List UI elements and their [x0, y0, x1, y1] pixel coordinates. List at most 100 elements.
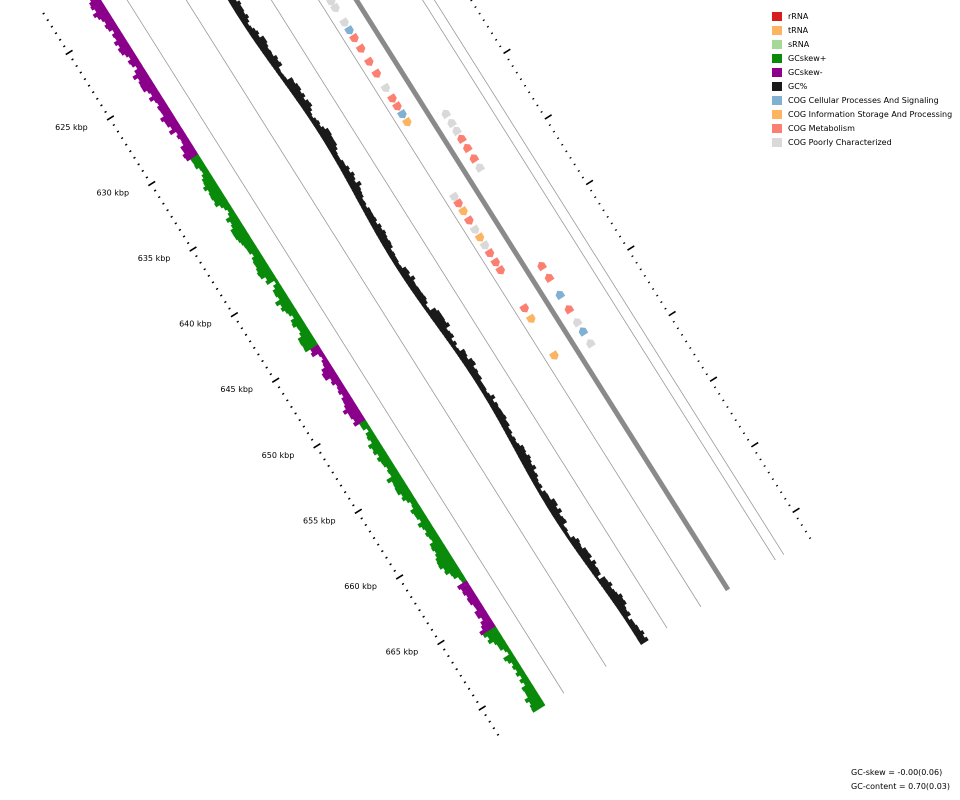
gc-content-bar — [336, 159, 345, 167]
gc-content-bar — [415, 292, 425, 301]
gc-skew-minus-bar — [476, 609, 488, 620]
minor-tick — [157, 195, 161, 199]
minor-tick — [393, 569, 397, 573]
gc-skew-plus-bar — [434, 547, 449, 559]
minor-tick — [294, 412, 297, 415]
gc-skew-plus-bar — [230, 223, 244, 234]
gene-feature-arrow — [469, 224, 480, 234]
scale-tick-label: 660 kbp — [344, 582, 377, 591]
scale-tick-label: 635 kbp — [138, 254, 171, 263]
minor-tick — [174, 222, 178, 225]
gc-skew-minus-bar — [156, 98, 166, 106]
gc-skew-minus-bar — [466, 593, 478, 603]
gc-skew-plus-bar — [506, 655, 517, 664]
major-tick — [271, 377, 280, 384]
gc-content-bar — [388, 251, 396, 259]
outer-minor-tick — [618, 235, 622, 238]
gc-skew-plus-bar — [201, 167, 209, 175]
gc-skew-plus-bar — [503, 646, 511, 653]
legend-item-cog-information: COG Information Storage And Processing — [772, 107, 952, 121]
track-guide-line — [318, 0, 702, 608]
gc-skew-minus-bar — [128, 52, 137, 60]
gc-content-bar — [553, 513, 562, 521]
gc-content-bar — [539, 490, 547, 498]
gc-skew-plus-bar — [393, 478, 405, 489]
legend-swatch — [772, 25, 782, 35]
outer-minor-tick — [565, 150, 568, 153]
gc-skew-plus-bar — [401, 491, 414, 502]
gc-skew-plus-bar — [291, 311, 300, 319]
gc-skew-plus-bar — [428, 531, 438, 540]
gc-content-bar — [469, 368, 479, 377]
minor-tick — [327, 464, 330, 468]
minor-tick — [347, 497, 351, 500]
outer-major-tick — [544, 114, 553, 120]
minor-tick — [364, 523, 368, 527]
gene-feature-arrow — [452, 126, 462, 137]
gc-skew-minus-bar — [322, 360, 331, 368]
gc-skew-plus-bar — [299, 328, 310, 337]
minor-tick — [339, 484, 343, 487]
minor-tick — [252, 346, 256, 350]
outer-minor-tick — [573, 163, 576, 166]
gc-skew-minus-bar — [138, 75, 151, 86]
gc-content-bar — [489, 401, 499, 410]
gc-content-bar — [604, 586, 613, 594]
gc-skew-plus-bar — [265, 275, 277, 285]
gc-content-bar — [233, 4, 243, 13]
outer-minor-tick — [494, 38, 498, 41]
gc-content-bar — [462, 357, 474, 367]
outer-minor-tick — [742, 432, 746, 435]
minor-tick — [451, 661, 454, 664]
outer-minor-tick — [730, 412, 733, 415]
gc-content-bar — [411, 286, 420, 294]
gene-feature-arrow — [397, 109, 407, 119]
gc-skew-plus-bar — [254, 259, 267, 269]
outer-minor-tick — [693, 353, 696, 356]
gc-content-bar — [527, 469, 536, 478]
gene-feature-arrow — [495, 265, 505, 275]
gc-skew-plus-bar — [424, 524, 434, 533]
outer-minor-tick — [536, 104, 539, 107]
gc-content-bar — [247, 27, 257, 35]
gc-content-bar — [499, 418, 508, 426]
outer-minor-tick — [577, 169, 580, 173]
gc-content-bar — [380, 237, 389, 245]
gc-content-bar — [429, 309, 441, 320]
gene-feature-arrow — [392, 101, 402, 111]
gc-skew-plus-bar — [411, 501, 420, 509]
gc-content-bar — [622, 611, 631, 619]
minor-tick — [368, 530, 372, 533]
minor-tick — [112, 123, 116, 127]
outer-minor-tick — [726, 405, 729, 409]
gc-skew-plus-bar — [237, 232, 251, 244]
gc-skew-plus-bar — [519, 675, 529, 684]
scale-labels: 625 kbp 630 kbp 635 kbp 640 kbp 645 kbp 650 k… — [55, 123, 418, 657]
minor-tick — [455, 668, 458, 671]
outer-major-tick — [627, 245, 635, 251]
gc-content-bar — [370, 221, 378, 228]
gc-content-bar — [299, 99, 310, 108]
outer-minor-tick — [581, 176, 585, 179]
legend-label: COG Poorly Characterized — [788, 137, 892, 147]
outer-minor-tick — [680, 333, 684, 336]
backbone-line — [353, 0, 731, 592]
gc-content-bar — [417, 295, 427, 304]
gene-feature-arrow — [474, 232, 485, 242]
gc-content-bar — [590, 567, 600, 575]
gene-feature-arrow — [463, 143, 473, 154]
legend-item-srna: sRNA — [772, 37, 952, 51]
gc-skew-plus-bar — [280, 298, 292, 308]
gc-skew-minus-bar — [148, 91, 162, 102]
gc-content-bar — [288, 82, 300, 92]
minor-tick — [302, 425, 306, 428]
gc-content-bar — [348, 179, 357, 188]
gc-content-bar — [619, 608, 628, 616]
minor-tick — [79, 71, 83, 74]
gc-content-bar — [366, 213, 375, 222]
gene-feature-arrow — [326, 0, 336, 6]
gc-skew-plus-bar — [531, 701, 546, 713]
minor-tick — [54, 32, 58, 35]
gene-feature-arrow — [525, 313, 536, 323]
minor-tick — [182, 235, 186, 238]
